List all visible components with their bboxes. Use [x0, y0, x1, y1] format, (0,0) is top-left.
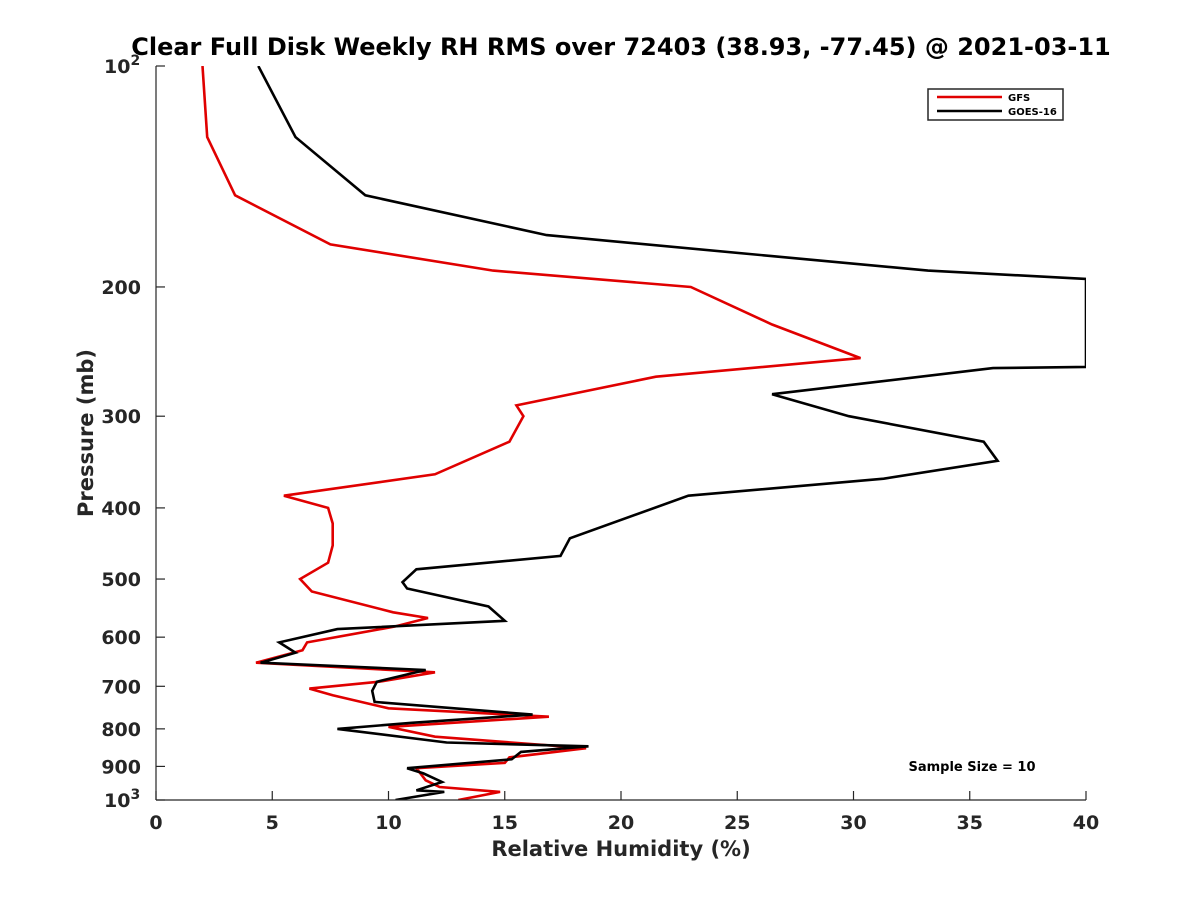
series-line-goes-16: [257, 66, 1086, 800]
y-axis-label: Pressure (mb): [74, 349, 98, 517]
x-tick-label: 25: [724, 812, 750, 834]
y-tick-label: 700: [101, 676, 141, 698]
x-tick-label: 30: [840, 812, 866, 834]
x-ticks: 0 5 10 15 20 25 30 35 40: [149, 791, 1099, 834]
y-tick-label: 800: [101, 719, 141, 741]
y-tick-label: 900: [101, 756, 141, 778]
legend-box: [927, 88, 1064, 121]
y-tick-label: 200: [101, 277, 141, 299]
y-tick-label: 102: [104, 53, 140, 78]
x-tick-label: 10: [375, 812, 401, 834]
x-tick-label: 20: [608, 812, 634, 834]
y-tick-label: 600: [101, 627, 141, 649]
x-axis-label: Relative Humidity (%): [491, 837, 750, 861]
legend: GFS GOES-16: [927, 88, 1064, 121]
y-tick-label: 300: [101, 406, 141, 428]
legend-label-gfs: GFS: [1008, 93, 1030, 104]
y-tick-label: 400: [101, 498, 141, 520]
axes: [155, 66, 1086, 801]
x-tick-label: 15: [492, 812, 518, 834]
x-tick-label: 40: [1073, 812, 1099, 834]
x-tick-label: 0: [149, 812, 162, 834]
y-ticks: 102 200 300 400 500 600 700 800 900 103: [101, 53, 165, 812]
series-layer: [201, 66, 1086, 800]
sample-size-annotation: Sample Size = 10: [908, 760, 1035, 775]
legend-label-goes-16: GOES-16: [1008, 107, 1057, 118]
series-line-gfs: [201, 66, 861, 800]
chart-title: Clear Full Disk Weekly RH RMS over 72403…: [131, 33, 1111, 61]
y-tick-label: 103: [104, 787, 140, 812]
x-tick-label: 35: [957, 812, 983, 834]
x-tick-label: 5: [266, 812, 279, 834]
y-tick-label: 500: [101, 569, 141, 591]
